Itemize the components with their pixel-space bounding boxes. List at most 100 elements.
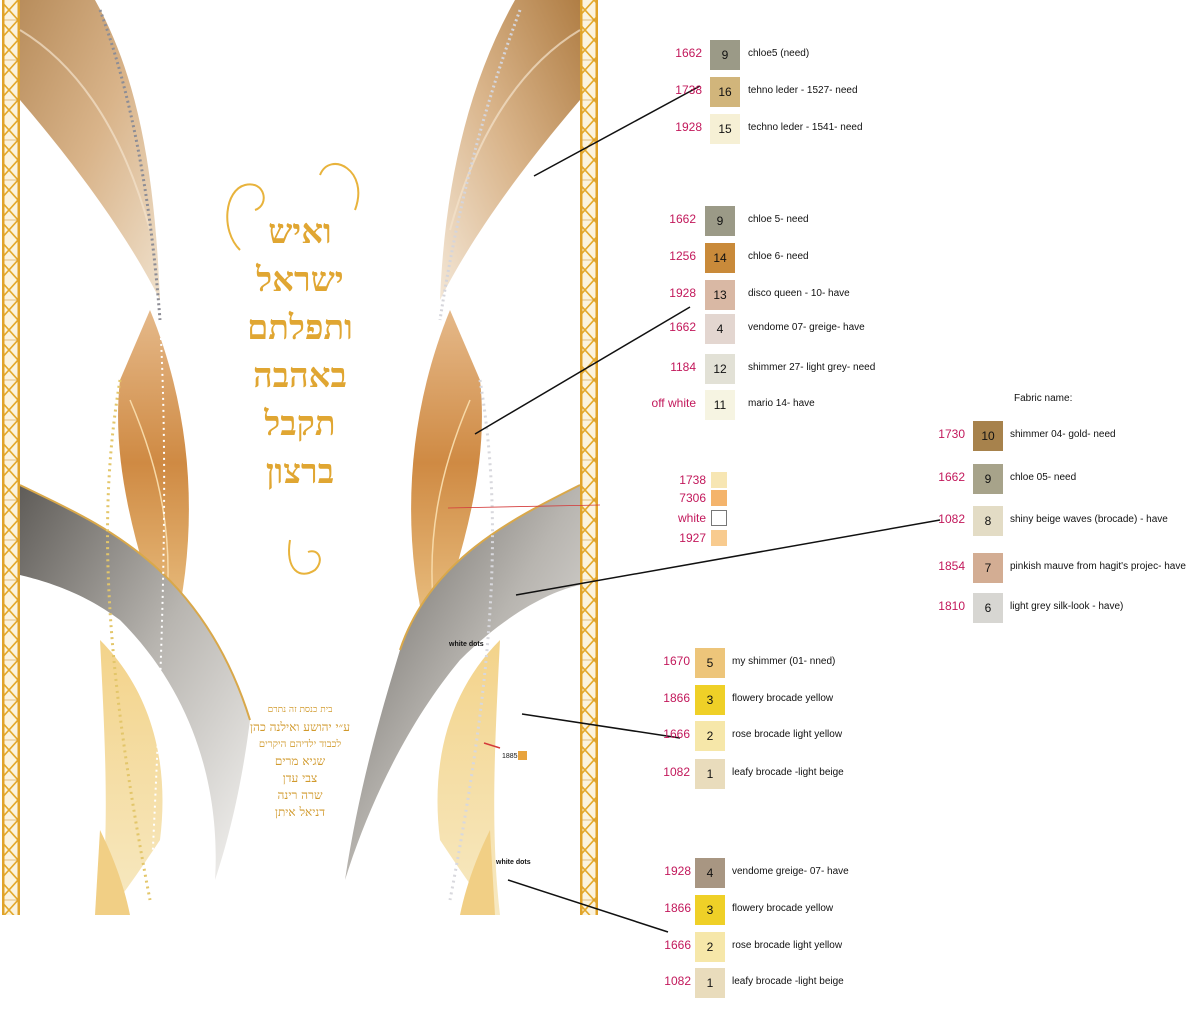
mini-color-row: 7306 bbox=[0, 490, 1200, 508]
dedication: בית כנסת זה נתרם ע״י יהושע ואילנה כהן לכ… bbox=[230, 702, 370, 821]
fabric-code: 1082 bbox=[664, 974, 691, 988]
small-code-label: 1885 bbox=[502, 753, 518, 760]
fabric-name: chloe 6- need bbox=[748, 251, 809, 262]
fabric-swatch: 11 bbox=[705, 390, 735, 420]
dedication-line: ע״י יהושע ואילנה כהן bbox=[249, 720, 350, 734]
mini-color-code: white bbox=[677, 511, 706, 525]
dedication-line: שגיא מרים bbox=[274, 754, 326, 768]
white-dots-label: white dots bbox=[496, 859, 531, 866]
dedication-line: לכבוד ילדיהם היקרים bbox=[258, 739, 342, 750]
fabric-code: 1662 bbox=[669, 320, 696, 334]
fabric-row: 1738 16 tehno leder - 1527- need bbox=[0, 77, 1200, 107]
white-dots-label: white dots bbox=[449, 641, 484, 648]
fabric-name: rose brocade light yellow bbox=[732, 729, 843, 740]
fabric-code: 1866 bbox=[663, 691, 690, 705]
fabric-name: rose brocade light yellow bbox=[732, 940, 843, 951]
fabric-name: shimmer 27- light grey- need bbox=[748, 362, 876, 373]
fabric-code: 1666 bbox=[663, 727, 690, 741]
left-yellow-ribbon bbox=[100, 640, 163, 915]
fabric-code: 1184 bbox=[670, 360, 696, 374]
fabric-code: 1662 bbox=[938, 470, 965, 484]
mini-color-code: 1738 bbox=[679, 473, 706, 487]
title-line-3: ותפלתם bbox=[247, 308, 353, 348]
fabric-row: 1928 13 disco queen - 10- have bbox=[0, 280, 1200, 310]
fabric-code: 1670 bbox=[663, 654, 690, 668]
fabric-code: 1928 bbox=[669, 286, 696, 300]
small-swatch bbox=[518, 751, 527, 760]
fabric-name: flowery brocade yellow bbox=[732, 903, 834, 914]
fabric-name: chloe5 (need) bbox=[748, 48, 810, 59]
fabric-code: 1866 bbox=[664, 901, 691, 915]
fabric-name: flowery brocade yellow bbox=[732, 693, 834, 704]
mini-color-row: 1738 bbox=[0, 472, 1200, 490]
fabric-name: leafy brocade -light beige bbox=[732, 767, 844, 778]
left-leaf-ribbon bbox=[118, 310, 189, 650]
fabric-swatch: 8 bbox=[973, 506, 1003, 536]
mini-color-swatch bbox=[711, 472, 727, 488]
fabric-row: 1854 7 pinkish mauve from hagit's projec- … bbox=[0, 553, 1200, 583]
fabric-row: 1662 4 vendome 07- greige- have bbox=[0, 314, 1200, 344]
mini-color-row: white bbox=[0, 510, 1200, 528]
fabric-code: 1082 bbox=[938, 512, 965, 526]
fabric-name: mario 14- have bbox=[748, 398, 815, 409]
fabric-row: 1866 3 flowery brocade yellow bbox=[0, 685, 1200, 715]
fabric-row: 1730 10 shimmer 04- gold- need bbox=[0, 421, 1200, 451]
fabric-code: 1666 bbox=[664, 938, 691, 952]
fabric-swatch: 6 bbox=[973, 593, 1003, 623]
fabric-swatch: 2 bbox=[695, 932, 725, 962]
fabric-name: shiny beige waves (brocade) - have bbox=[1010, 514, 1168, 525]
hebrew-title: ואיש ישראל ותפלתם באהבה תקבל ברצון bbox=[180, 208, 420, 496]
left-grey-ribbon bbox=[20, 485, 250, 880]
fabric-name: pinkish mauve from hagit's projec- have bbox=[1010, 561, 1186, 572]
mini-color-code: 7306 bbox=[679, 491, 706, 505]
title-line-6: ברצון bbox=[265, 452, 335, 492]
fabric-code: 1810 bbox=[938, 599, 965, 613]
mini-color-swatch bbox=[711, 510, 727, 526]
fabric-swatch: 5 bbox=[695, 648, 725, 678]
right-border bbox=[580, 0, 598, 915]
fabric-code: 1730 bbox=[938, 427, 965, 441]
fabric-swatch: 9 bbox=[710, 40, 740, 70]
fabric-swatch: 4 bbox=[695, 858, 725, 888]
fabric-row: off white 11 mario 14- have bbox=[0, 390, 1200, 420]
fabric-code: 1854 bbox=[938, 559, 965, 573]
fabric-header: Fabric name: bbox=[1014, 393, 1073, 404]
fabric-code: 1082 bbox=[663, 765, 690, 779]
title-line-5: תקבל bbox=[264, 404, 336, 444]
left-border bbox=[2, 0, 20, 915]
fabric-name: tehno leder - 1527- need bbox=[748, 85, 858, 96]
fabric-swatch: 7 bbox=[973, 553, 1003, 583]
fabric-row: 1866 3 flowery brocade yellow bbox=[0, 895, 1200, 925]
mini-color-code: 1927 bbox=[679, 531, 706, 545]
right-leaf-ribbon bbox=[411, 310, 482, 650]
fabric-swatch: 4 bbox=[705, 314, 735, 344]
fabric-swatch: 10 bbox=[973, 421, 1003, 451]
fabric-row: 1928 15 techno leder - 1541- need bbox=[0, 114, 1200, 144]
fabric-row: 1662 9 chloe 05- need bbox=[0, 464, 1200, 494]
fabric-name: light grey silk-look - have) bbox=[1010, 601, 1124, 612]
fabric-swatch: 3 bbox=[695, 895, 725, 925]
fabric-code: 1738 bbox=[675, 83, 702, 97]
fabric-row: 1082 8 shiny beige waves (brocade) - have bbox=[0, 506, 1200, 536]
dedication-line: בית כנסת זה נתרם bbox=[267, 705, 333, 715]
fabric-name: chloe 5- need bbox=[748, 214, 809, 225]
fabric-code: 1928 bbox=[664, 864, 691, 878]
fabric-code: 1256 bbox=[669, 249, 696, 263]
fabric-code: 1662 bbox=[675, 46, 702, 60]
dedication-line: דניאל איתן bbox=[274, 805, 326, 819]
fabric-row: 1082 1 leafy brocade -light beige bbox=[0, 968, 1200, 998]
fabric-swatch: 2 bbox=[695, 721, 725, 751]
fabric-row: 1662 9 chloe5 (need) bbox=[0, 40, 1200, 70]
fabric-swatch: 3 bbox=[695, 685, 725, 715]
fabric-swatch: 1 bbox=[695, 759, 725, 789]
dedication-line: צבי עדן bbox=[282, 771, 318, 785]
fabric-swatch: 14 bbox=[705, 243, 735, 273]
fabric-name: shimmer 04- gold- need bbox=[1010, 429, 1116, 440]
fabric-row: 1662 9 chloe 5- need bbox=[0, 206, 1200, 236]
fabric-name: my shimmer (01- nned) bbox=[732, 656, 836, 667]
fabric-row: 1256 14 chloe 6- need bbox=[0, 243, 1200, 273]
fabric-row: 1184 12 shimmer 27- light grey- need bbox=[0, 354, 1200, 384]
top-left-ribbon bbox=[20, 0, 160, 300]
fabric-row: 1670 5 my shimmer (01- nned) bbox=[0, 648, 1200, 678]
fabric-row: 1666 2 rose brocade light yellow bbox=[0, 932, 1200, 962]
